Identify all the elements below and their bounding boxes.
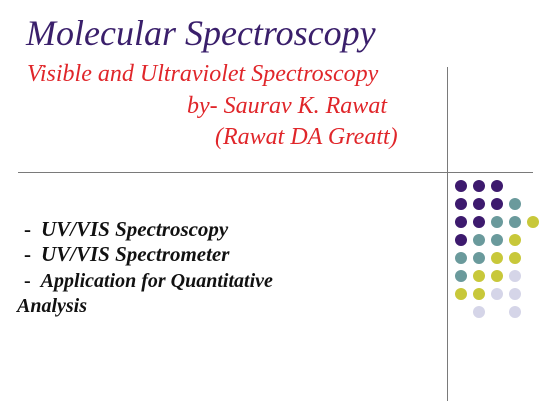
decorative-dot: [527, 216, 539, 228]
decorative-dot: [473, 270, 485, 282]
bullet-list: - UV/VIS Spectroscopy - UV/VIS Spectromete…: [17, 217, 273, 317]
bullet-text: Application for Quantitative: [40, 270, 273, 292]
decorative-dot: [455, 288, 467, 300]
decorative-dot: [491, 252, 503, 264]
decorative-dot: [491, 180, 503, 192]
decorative-dot: [491, 234, 503, 246]
bullet-dash: -: [24, 270, 31, 292]
decorative-dot: [473, 306, 485, 318]
decorative-dot: [509, 252, 521, 264]
decorative-dot: [491, 216, 503, 228]
vertical-rule: [447, 67, 448, 401]
bullet-item: - Application for Quantitative: [24, 270, 273, 293]
decorative-dot: [509, 216, 521, 228]
decorative-dot: [473, 198, 485, 210]
decorative-dot: [455, 180, 467, 192]
decorative-dot: [473, 234, 485, 246]
decorative-dot: [509, 306, 521, 318]
decorative-dot: [509, 270, 521, 282]
decorative-dot: [473, 288, 485, 300]
bullet-item: - UV/VIS Spectrometer: [24, 242, 229, 267]
decorative-dot: [455, 252, 467, 264]
bullet-continuation: Analysis: [17, 295, 88, 317]
decorative-dot: [509, 288, 521, 300]
decorative-dot: [473, 216, 485, 228]
bullet-dash: -: [24, 217, 31, 241]
decorative-dot-grid: [455, 180, 555, 320]
bullet-text: UV/VIS Spectroscopy: [41, 217, 229, 241]
slide-title: Molecular Spectroscopy: [26, 13, 376, 53]
subtitle-line-1: Visible and Ultraviolet Spectroscopy: [27, 61, 379, 87]
bullet-dash: -: [24, 242, 31, 266]
decorative-dot: [491, 288, 503, 300]
decorative-dot: [491, 270, 503, 282]
decorative-dot: [455, 216, 467, 228]
decorative-dot: [509, 198, 521, 210]
bullet-text: UV/VIS Spectrometer: [41, 242, 230, 266]
author-alias: (Rawat DA Greatt): [215, 124, 398, 150]
decorative-dot: [455, 270, 467, 282]
author-line: by- Saurav K. Rawat: [187, 93, 387, 119]
decorative-dot: [473, 252, 485, 264]
decorative-dot: [473, 180, 485, 192]
decorative-dot: [509, 234, 521, 246]
decorative-dot: [455, 198, 467, 210]
decorative-dot: [455, 234, 467, 246]
horizontal-rule: [18, 172, 533, 173]
bullet-item: - UV/VIS Spectroscopy: [24, 217, 228, 242]
decorative-dot: [491, 198, 503, 210]
